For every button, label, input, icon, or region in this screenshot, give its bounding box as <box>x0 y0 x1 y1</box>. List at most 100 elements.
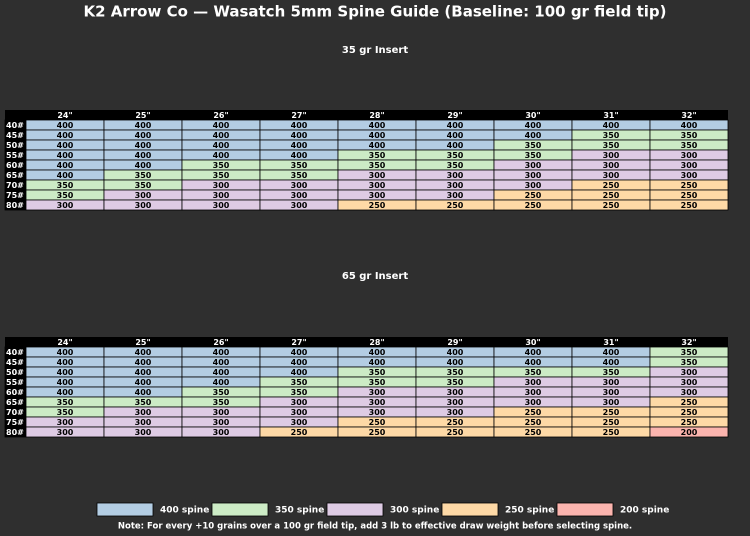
cell-value: 400 <box>603 121 620 130</box>
legend-label: 200 spine <box>620 506 669 516</box>
cell-value: 200 <box>681 428 698 437</box>
cell-value: 300 <box>369 181 386 190</box>
cell-value: 250 <box>525 191 542 200</box>
cell-value: 400 <box>57 141 74 150</box>
cell-value: 350 <box>291 378 308 387</box>
cell-value: 400 <box>213 348 230 357</box>
cell-value: 300 <box>681 378 698 387</box>
cell-value: 300 <box>447 171 464 180</box>
cell-value: 400 <box>57 388 74 397</box>
column-header: 27" <box>291 338 306 347</box>
row-label: 55# <box>6 378 24 387</box>
cell-value: 400 <box>135 348 152 357</box>
column-header: 32" <box>681 111 696 120</box>
cell-value: 300 <box>369 191 386 200</box>
cell-value: 400 <box>603 358 620 367</box>
cell-value: 250 <box>603 408 620 417</box>
cell-value: 300 <box>447 181 464 190</box>
cell-value: 350 <box>603 368 620 377</box>
cell-value: 250 <box>681 418 698 427</box>
cell-value: 250 <box>525 408 542 417</box>
column-header: 28" <box>369 111 384 120</box>
cell-value: 250 <box>369 418 386 427</box>
cell-value: 300 <box>447 388 464 397</box>
cell-value: 400 <box>135 161 152 170</box>
cell-value: 400 <box>213 368 230 377</box>
row-label: 45# <box>6 358 24 367</box>
cell-value: 300 <box>603 161 620 170</box>
cell-value: 400 <box>135 151 152 160</box>
column-header: 28" <box>369 338 384 347</box>
legend-swatch <box>96 502 154 517</box>
cell-value: 300 <box>291 181 308 190</box>
cell-value: 400 <box>213 378 230 387</box>
cell-value: 400 <box>291 368 308 377</box>
cell-value: 250 <box>603 201 620 210</box>
cell-value: 350 <box>135 181 152 190</box>
cell-value: 300 <box>135 428 152 437</box>
cell-value: 350 <box>213 398 230 407</box>
note: Note: For every +10 grains over a 100 gr… <box>118 522 632 532</box>
cell-value: 300 <box>681 368 698 377</box>
cell-value: 250 <box>447 428 464 437</box>
cell-value: 400 <box>447 348 464 357</box>
cell-value: 250 <box>447 201 464 210</box>
cell-value: 400 <box>57 151 74 160</box>
cell-value: 300 <box>135 191 152 200</box>
row-label: 40# <box>6 348 24 357</box>
cell-value: 250 <box>681 408 698 417</box>
column-header: 25" <box>135 111 150 120</box>
cell-value: 350 <box>525 151 542 160</box>
cell-value: 350 <box>681 358 698 367</box>
cell-value: 250 <box>525 428 542 437</box>
legend-label: 250 spine <box>505 506 554 516</box>
cell-value: 300 <box>291 191 308 200</box>
row-label: 70# <box>6 408 24 417</box>
cell-value: 400 <box>369 131 386 140</box>
cell-value: 300 <box>603 151 620 160</box>
cell-value: 300 <box>213 201 230 210</box>
cell-value: 300 <box>525 161 542 170</box>
cell-value: 300 <box>525 388 542 397</box>
cell-value: 400 <box>369 348 386 357</box>
cell-value: 400 <box>447 141 464 150</box>
cell-value: 400 <box>57 161 74 170</box>
cell-value: 350 <box>213 388 230 397</box>
cell-value: 300 <box>681 388 698 397</box>
row-label: 50# <box>6 368 24 377</box>
cell-value: 300 <box>369 171 386 180</box>
cell-value: 400 <box>135 368 152 377</box>
cell-value: 400 <box>57 368 74 377</box>
column-header: 29" <box>447 338 462 347</box>
cell-value: 400 <box>57 121 74 130</box>
cell-value: 250 <box>681 201 698 210</box>
column-header: 31" <box>603 338 618 347</box>
cell-value: 300 <box>525 398 542 407</box>
cell-value: 250 <box>603 418 620 427</box>
column-header: 30" <box>525 111 540 120</box>
cell-value: 350 <box>135 171 152 180</box>
cell-value: 300 <box>213 408 230 417</box>
cell-value: 300 <box>57 418 74 427</box>
cell-value: 400 <box>525 131 542 140</box>
cell-value: 300 <box>369 398 386 407</box>
column-header: 26" <box>213 111 228 120</box>
cell-value: 300 <box>291 201 308 210</box>
cell-value: 250 <box>369 201 386 210</box>
cell-value: 350 <box>291 171 308 180</box>
column-header: 26" <box>213 338 228 347</box>
cell-value: 250 <box>603 428 620 437</box>
cell-value: 300 <box>681 151 698 160</box>
cell-value: 300 <box>525 171 542 180</box>
cell-value: 350 <box>681 141 698 150</box>
cell-value: 400 <box>291 141 308 150</box>
column-header: 29" <box>447 111 462 120</box>
row-label: 80# <box>6 428 24 437</box>
row-label: 55# <box>6 151 24 160</box>
cell-value: 300 <box>369 408 386 417</box>
cell-value: 250 <box>525 418 542 427</box>
table-subtitle: 35 gr Insert <box>342 45 408 56</box>
cell-value: 400 <box>57 348 74 357</box>
cell-value: 300 <box>135 408 152 417</box>
